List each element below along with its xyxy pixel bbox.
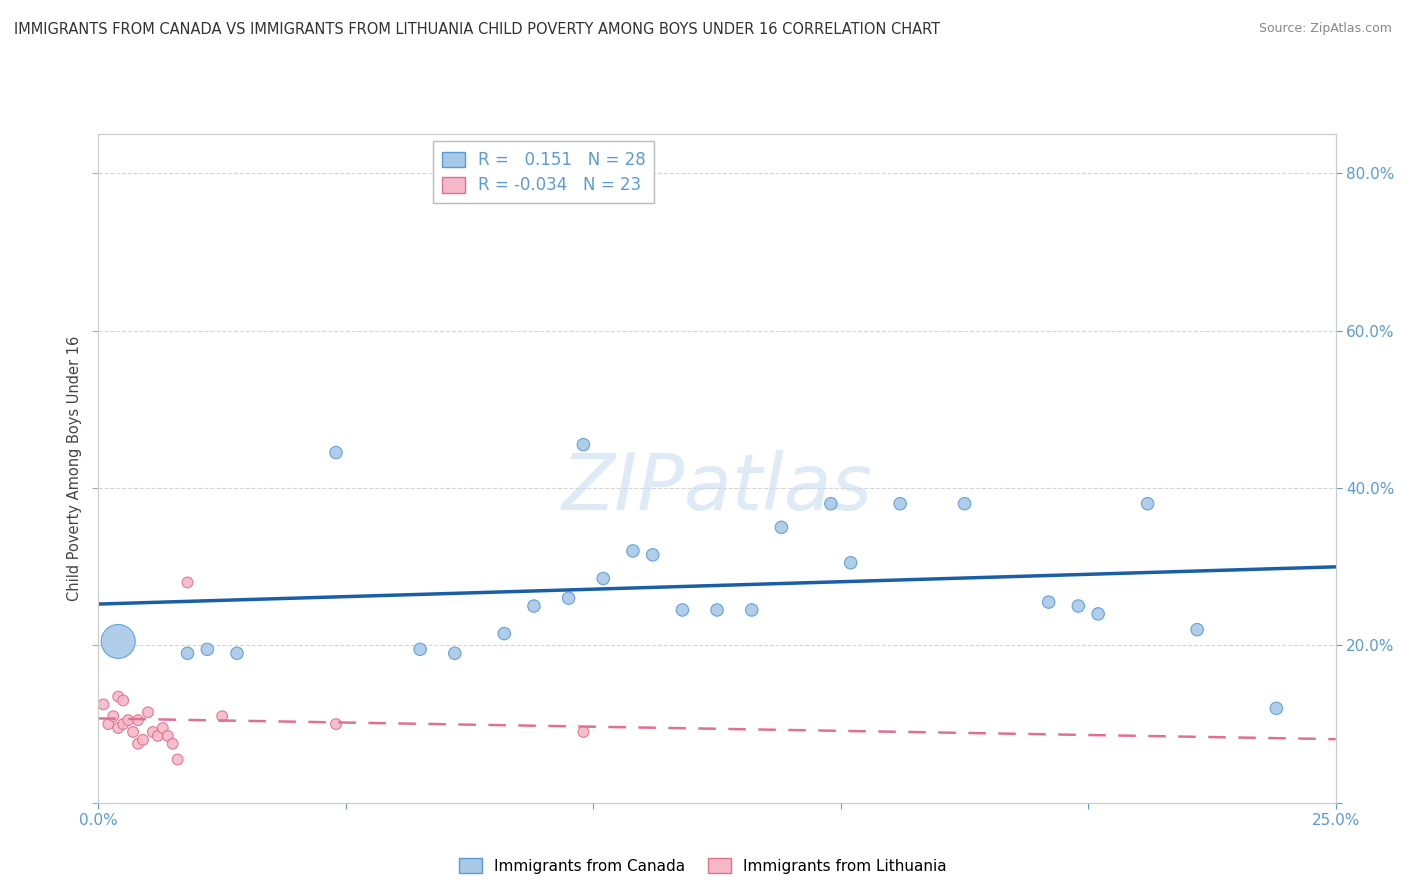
- Point: [176, 646, 198, 660]
- Point: [166, 752, 188, 766]
- Point: [557, 591, 579, 606]
- Point: [132, 732, 155, 747]
- Point: [103, 709, 125, 723]
- Point: [107, 690, 129, 704]
- Point: [706, 603, 728, 617]
- Legend: Immigrants from Canada, Immigrants from Lithuania: Immigrants from Canada, Immigrants from …: [453, 852, 953, 880]
- Point: [112, 693, 135, 707]
- Point: [152, 721, 174, 735]
- Point: [176, 575, 198, 590]
- Point: [1038, 595, 1060, 609]
- Legend: R =   0.151   N = 28, R = -0.034   N = 23: R = 0.151 N = 28, R = -0.034 N = 23: [433, 142, 654, 203]
- Point: [1087, 607, 1109, 621]
- Text: IMMIGRANTS FROM CANADA VS IMMIGRANTS FROM LITHUANIA CHILD POVERTY AMONG BOYS UND: IMMIGRANTS FROM CANADA VS IMMIGRANTS FRO…: [14, 22, 941, 37]
- Point: [494, 626, 516, 640]
- Point: [443, 646, 465, 660]
- Point: [572, 725, 595, 739]
- Point: [136, 706, 159, 720]
- Point: [1185, 623, 1208, 637]
- Y-axis label: Child Poverty Among Boys Under 16: Child Poverty Among Boys Under 16: [66, 335, 82, 601]
- Point: [325, 717, 347, 731]
- Point: [641, 548, 664, 562]
- Point: [409, 642, 432, 657]
- Point: [572, 438, 595, 452]
- Point: [671, 603, 693, 617]
- Point: [741, 603, 763, 617]
- Point: [592, 572, 614, 586]
- Point: [112, 717, 135, 731]
- Point: [770, 520, 793, 534]
- Point: [889, 497, 911, 511]
- Point: [127, 737, 149, 751]
- Point: [142, 725, 165, 739]
- Point: [117, 713, 139, 727]
- Point: [127, 713, 149, 727]
- Point: [156, 729, 179, 743]
- Point: [107, 634, 129, 648]
- Point: [93, 698, 115, 712]
- Point: [195, 642, 218, 657]
- Point: [211, 709, 233, 723]
- Point: [953, 497, 976, 511]
- Point: [325, 445, 347, 459]
- Point: [839, 556, 862, 570]
- Point: [97, 717, 120, 731]
- Point: [1265, 701, 1288, 715]
- Text: ZIPatlas: ZIPatlas: [561, 450, 873, 526]
- Text: Source: ZipAtlas.com: Source: ZipAtlas.com: [1258, 22, 1392, 36]
- Point: [162, 737, 184, 751]
- Point: [107, 721, 129, 735]
- Point: [820, 497, 842, 511]
- Point: [226, 646, 249, 660]
- Point: [523, 599, 546, 613]
- Point: [621, 544, 644, 558]
- Point: [122, 725, 145, 739]
- Point: [1136, 497, 1159, 511]
- Point: [146, 729, 169, 743]
- Point: [1067, 599, 1090, 613]
